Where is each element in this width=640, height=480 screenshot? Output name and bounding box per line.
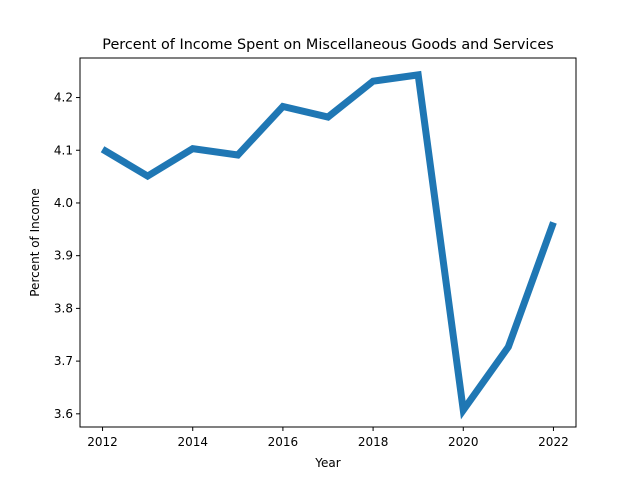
- x-tick-label: 2020: [448, 435, 479, 449]
- chart-title: Percent of Income Spent on Miscellaneous…: [102, 37, 553, 53]
- x-tick-label: 2014: [177, 435, 208, 449]
- x-tick-label: 2022: [538, 435, 569, 449]
- x-axis-label: Year: [314, 456, 340, 470]
- y-tick-label: 3.7: [54, 354, 73, 368]
- x-tick-label: 2012: [87, 435, 118, 449]
- x-axis-ticks: 2012 2014 2016 2018 2020 2022: [87, 427, 569, 449]
- x-tick-label: 2016: [268, 435, 299, 449]
- y-tick-label: 4.1: [54, 143, 73, 157]
- y-axis-ticks: 3.6 3.7 3.8 3.9 4.0 4.1 4.2: [54, 91, 80, 421]
- y-tick-label: 3.9: [54, 249, 73, 263]
- plot-area: [100, 70, 557, 420]
- y-tick-label: 4.0: [54, 196, 73, 210]
- y-tick-label: 4.2: [54, 91, 73, 105]
- y-axis-label: Percent of Income: [28, 188, 42, 297]
- plot-frame: [79, 57, 577, 428]
- x-tick-label: 2018: [358, 435, 389, 449]
- y-tick-label: 3.6: [54, 407, 73, 421]
- series-line-0: [100, 70, 557, 420]
- y-tick-label: 3.8: [54, 301, 73, 315]
